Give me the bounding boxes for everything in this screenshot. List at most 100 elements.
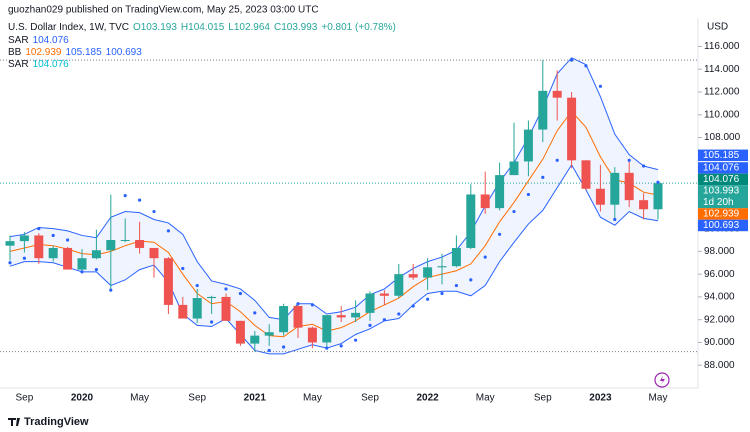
candle-body [250,335,260,344]
sar-dot [512,209,516,214]
sar-dot [627,158,631,162]
candle-body [610,172,620,205]
candle-body [653,183,663,210]
candle-body [451,247,461,267]
candle-body [221,296,231,321]
candle-body [552,90,562,98]
y-tick-label: 98.000 [704,246,735,257]
x-tick-label: May [303,393,322,404]
x-tick-label: May [649,393,668,404]
sar-dot [195,283,199,288]
x-tick-label: Sep [16,393,34,404]
sar-dot [541,175,545,179]
price-tag [698,208,748,220]
candle-body [135,240,145,248]
sar-dot [483,255,487,259]
legend-value: 100.693 [106,47,143,58]
countdown: 1d 20h [703,197,734,208]
candle-body [207,296,217,299]
sar-dot [166,229,170,233]
ohlc-value: L102.964 [228,22,270,33]
candle-body [365,293,375,313]
logo: TradingView [8,416,89,428]
sar-dot [426,297,430,301]
sar-dot [454,283,458,288]
bb-lower [9,163,659,355]
candle-body [48,247,58,259]
legend-name: BB [8,47,22,58]
candle-body [293,306,303,328]
candle-body [567,97,577,161]
sar-dot [526,192,531,197]
candle-body [279,306,289,333]
candle-body [307,327,317,343]
sar-dot [411,304,415,308]
candle-body [63,247,73,270]
y-tick-label: 108.000 [704,132,741,143]
candle-body [178,304,188,319]
candle-body [379,293,389,296]
sar-dot [94,268,98,272]
candle-body [322,315,332,343]
currency: USD [707,22,728,33]
sar-dot [37,227,41,231]
sar-dot [584,64,588,68]
sar-dot [555,158,559,162]
candle-body [149,247,159,259]
lightning-icon[interactable] [654,372,670,388]
sar-dot [109,288,113,292]
sar-dot [339,344,343,348]
sar-dot [498,232,502,236]
sar-dot [296,302,300,306]
y-tick-label: 110.000 [704,109,740,120]
sar-dot [598,84,603,88]
candle-body [509,161,519,176]
candle-body [235,320,245,344]
sar-dot [397,312,401,316]
candle-body [437,266,447,268]
y-tick-label: 94.000 [704,292,735,303]
sar-dot [282,345,286,349]
legend-name: SAR [8,35,29,46]
sar-dot [181,266,185,271]
legend-item: BB 102.939 105.185 100.693 [8,47,142,58]
sar-dot [642,164,646,168]
sar-dot [210,320,214,324]
candle-body [34,235,44,259]
legend-item: SAR 104.076 [8,35,69,46]
x-tick-label: 2022 [416,393,439,404]
candle-body [538,90,548,130]
candle-body [394,274,404,296]
candle-body [495,175,505,209]
legend-symbol: U.S. Dollar Index, 1W, TVC O103.193 H104.0… [8,22,396,33]
price-tag [698,185,748,209]
candle-body [581,160,591,189]
legend-value: 104.076 [33,59,70,70]
sar-dot [613,217,617,222]
x-tick-label: 2021 [244,393,267,404]
x-tick-label: Sep [188,393,206,404]
y-tick-label: 96.000 [704,269,735,280]
legend-value: 102.939 [25,47,62,58]
candle-body [639,200,649,210]
sar-dot [224,287,228,291]
candle-body [351,312,361,318]
price-tag-label: 100.693 [703,220,740,231]
candle-body [480,194,490,209]
price-tag-label: 104.076 [703,163,740,174]
header: guozhan029 published on TradingView.com,… [8,5,319,16]
y-tick-label: 112.000 [704,87,740,98]
x-tick-label: 2023 [589,393,612,404]
ohlc-value: C103.993 [274,22,318,33]
y-tick-label: 114.000 [704,64,740,75]
price-tag-label: 103.993 [703,186,740,197]
sar-dot [440,291,444,296]
bb-middle [9,110,659,338]
candle-body [523,129,533,162]
ohlc-value: O103.193 [133,22,177,33]
sar-dot [22,256,26,260]
candle-body [624,172,634,201]
footer: TradingView [24,416,89,428]
sar-dot [354,338,358,342]
